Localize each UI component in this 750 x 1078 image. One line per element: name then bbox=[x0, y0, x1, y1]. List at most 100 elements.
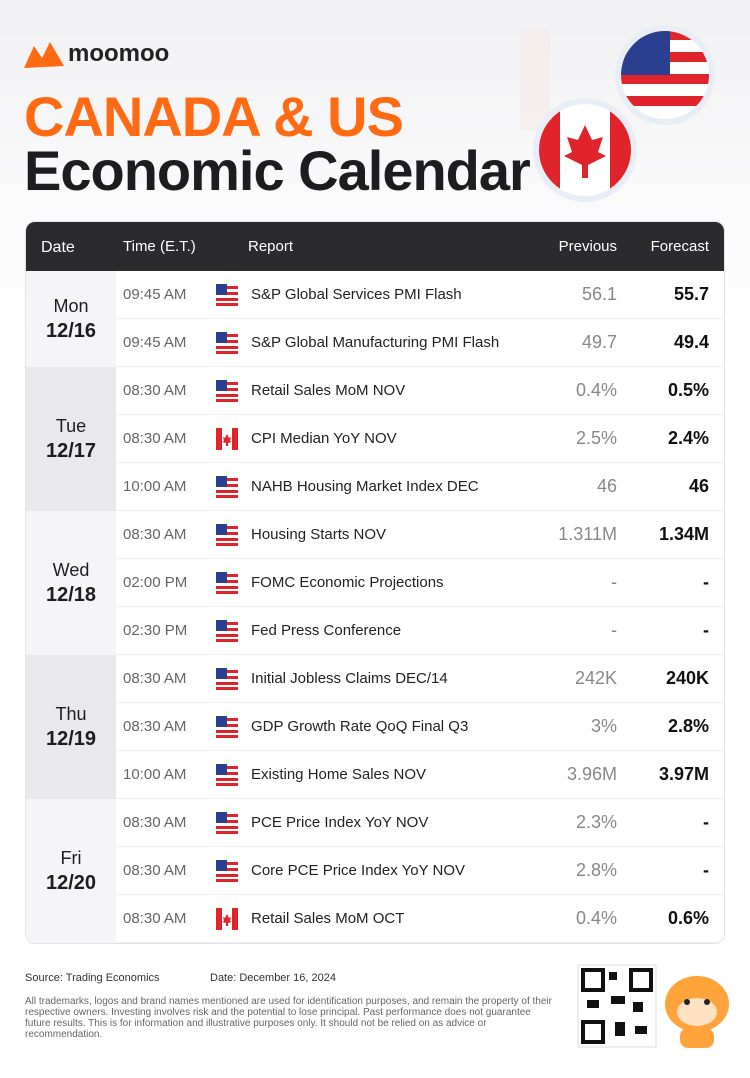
date-cell: Wed 12/18 bbox=[26, 511, 116, 655]
event-row: 09:45 AM S&P Global Manufacturing PMI Fla… bbox=[116, 319, 724, 367]
time: 10:00 AM bbox=[123, 478, 187, 495]
forecast: - bbox=[703, 860, 709, 880]
time: 09:45 AM bbox=[123, 286, 187, 303]
previous: 2.8% bbox=[575, 860, 617, 880]
flag bbox=[216, 860, 238, 886]
flag bbox=[216, 668, 238, 694]
rows: 09:45 AM S&P Global Services PMI Flash 56.… bbox=[116, 271, 724, 367]
event-row: 10:00 AM Existing Home Sales NOV 3.96M 3.97… bbox=[116, 751, 724, 799]
forecast: 0.5% bbox=[667, 380, 709, 400]
date: 12/18 bbox=[45, 583, 97, 606]
weekday: Mon bbox=[53, 295, 89, 316]
date: 12/17 bbox=[45, 439, 97, 462]
previous: 2.3% bbox=[575, 812, 617, 832]
rows: 08:30 AM Housing Starts NOV 1.311M 1.34M 02:… bbox=[116, 511, 724, 655]
previous: 3.96M bbox=[566, 764, 617, 784]
event-row: 09:45 AM S&P Global Services PMI Flash 56.… bbox=[116, 271, 724, 319]
previous: 2.5% bbox=[575, 428, 617, 448]
day-group: Thu 12/19 08:30 AM Initial Jobless Claims D… bbox=[26, 655, 724, 799]
weekday: Fri bbox=[60, 847, 82, 868]
time: 08:30 AM bbox=[123, 382, 187, 399]
rows: 08:30 AM Retail Sales MoM NOV 0.4% 0.5% 08:3… bbox=[116, 367, 724, 511]
column-header: Time (E.T.) bbox=[123, 238, 196, 255]
flag bbox=[216, 332, 238, 358]
report: S&P Global Services PMI Flash bbox=[251, 286, 462, 303]
table-body: Mon 12/16 09:45 AM S&P Global Services PMI … bbox=[26, 271, 724, 943]
report: Initial Jobless Claims DEC/14 bbox=[251, 670, 448, 687]
day-group: Tue 12/17 08:30 AM Retail Sales MoM NOV 0.4%… bbox=[26, 367, 724, 511]
previous: 0.4% bbox=[575, 908, 617, 928]
time: 08:30 AM bbox=[123, 526, 187, 543]
flag bbox=[216, 716, 238, 742]
qr-and-mascot bbox=[577, 964, 729, 1048]
flag bbox=[216, 380, 238, 406]
flag bbox=[216, 524, 238, 550]
flag bbox=[216, 428, 238, 454]
calendar-table: Date Time (E.T.) Report Previous Forecas… bbox=[25, 221, 725, 944]
day-group: Mon 12/16 09:45 AM S&P Global Services PMI … bbox=[26, 271, 724, 367]
title: Economic Calendar bbox=[24, 139, 531, 202]
forecast: 3.97M bbox=[658, 764, 709, 784]
date: 12/20 bbox=[45, 871, 97, 894]
day-group: Wed 12/18 08:30 AM Housing Starts NOV 1.311M… bbox=[26, 511, 724, 655]
previous: 49.7 bbox=[581, 332, 617, 352]
weekday: Thu bbox=[55, 703, 87, 724]
previous: 242K bbox=[574, 668, 617, 688]
forecast: 55.7 bbox=[673, 284, 709, 304]
event-row: 02:30 PM Fed Press Conference - - bbox=[116, 607, 724, 655]
time: 08:30 AM bbox=[123, 862, 187, 879]
report: Retail Sales MoM NOV bbox=[251, 382, 406, 399]
previous: 3% bbox=[590, 716, 617, 736]
forecast: - bbox=[703, 572, 709, 592]
date-cell: Mon 12/16 bbox=[26, 271, 116, 367]
time: 10:00 AM bbox=[123, 766, 187, 783]
date-cell: Thu 12/19 bbox=[26, 655, 116, 799]
time: 08:30 AM bbox=[123, 670, 187, 687]
time: 09:45 AM bbox=[123, 334, 187, 351]
event-row: 08:30 AM CPI Median YoY NOV 2.5% 2.4% bbox=[116, 415, 724, 463]
report: Housing Starts NOV bbox=[251, 526, 387, 543]
flag bbox=[216, 812, 238, 838]
report: GDP Growth Rate QoQ Final Q3 bbox=[251, 718, 469, 735]
report: Existing Home Sales NOV bbox=[251, 766, 427, 783]
forecast: 1.34M bbox=[658, 524, 709, 544]
report: NAHB Housing Market Index DEC bbox=[251, 478, 479, 495]
time: 08:30 AM bbox=[123, 430, 187, 447]
time: 08:30 AM bbox=[123, 718, 187, 735]
event-row: 08:30 AM Retail Sales MoM OCT 0.4% 0.6% bbox=[116, 895, 724, 943]
forecast: - bbox=[703, 812, 709, 832]
previous: 0.4% bbox=[575, 380, 617, 400]
flag bbox=[216, 284, 238, 310]
forecast: 0.6% bbox=[667, 908, 709, 928]
flag bbox=[216, 572, 238, 598]
weekday: Tue bbox=[55, 415, 87, 436]
forecast: 46 bbox=[688, 476, 709, 496]
event-row: 08:30 AM GDP Growth Rate QoQ Final Q3 3% 2.… bbox=[116, 703, 724, 751]
time: 02:00 PM bbox=[123, 574, 188, 591]
flag bbox=[216, 764, 238, 790]
event-row: 08:30 AM Housing Starts NOV 1.311M 1.34M bbox=[116, 511, 724, 559]
forecast: - bbox=[703, 620, 709, 640]
disclaimer: All trademarks, logos and brand names me… bbox=[25, 996, 552, 1040]
event-row: 08:30 AM Retail Sales MoM NOV 0.4% 0.5% bbox=[116, 367, 724, 415]
report: Core PCE Price Index YoY NOV bbox=[251, 862, 465, 879]
flag bbox=[216, 476, 238, 502]
column-header: Date bbox=[41, 239, 75, 256]
previous: 56.1 bbox=[581, 284, 617, 304]
date: 12/16 bbox=[45, 319, 97, 342]
report: S&P Global Manufacturing PMI Flash bbox=[251, 334, 500, 351]
forecast: 2.8% bbox=[667, 716, 709, 736]
column-header: Previous bbox=[558, 238, 617, 255]
date-cell: Fri 12/20 bbox=[26, 799, 116, 943]
event-row: 10:00 AM NAHB Housing Market Index DEC 46 4… bbox=[116, 463, 724, 511]
previous: - bbox=[611, 572, 617, 592]
previous: 1.311M bbox=[558, 524, 617, 544]
rows: 08:30 AM PCE Price Index YoY NOV 2.3% -08:3… bbox=[116, 799, 724, 943]
event-row: 02:00 PM FOMC Economic Projections - - bbox=[116, 559, 724, 607]
day-group: Fri 12/20 08:30 AM PCE Price Index YoY NOV 2… bbox=[26, 799, 724, 943]
flag bbox=[216, 620, 238, 646]
event-row: 08:30 AM PCE Price Index YoY NOV 2.3% - bbox=[116, 799, 724, 847]
forecast: 49.4 bbox=[673, 332, 709, 352]
time: 02:30 PM bbox=[123, 622, 188, 639]
date-cell: Tue 12/17 bbox=[26, 367, 116, 511]
